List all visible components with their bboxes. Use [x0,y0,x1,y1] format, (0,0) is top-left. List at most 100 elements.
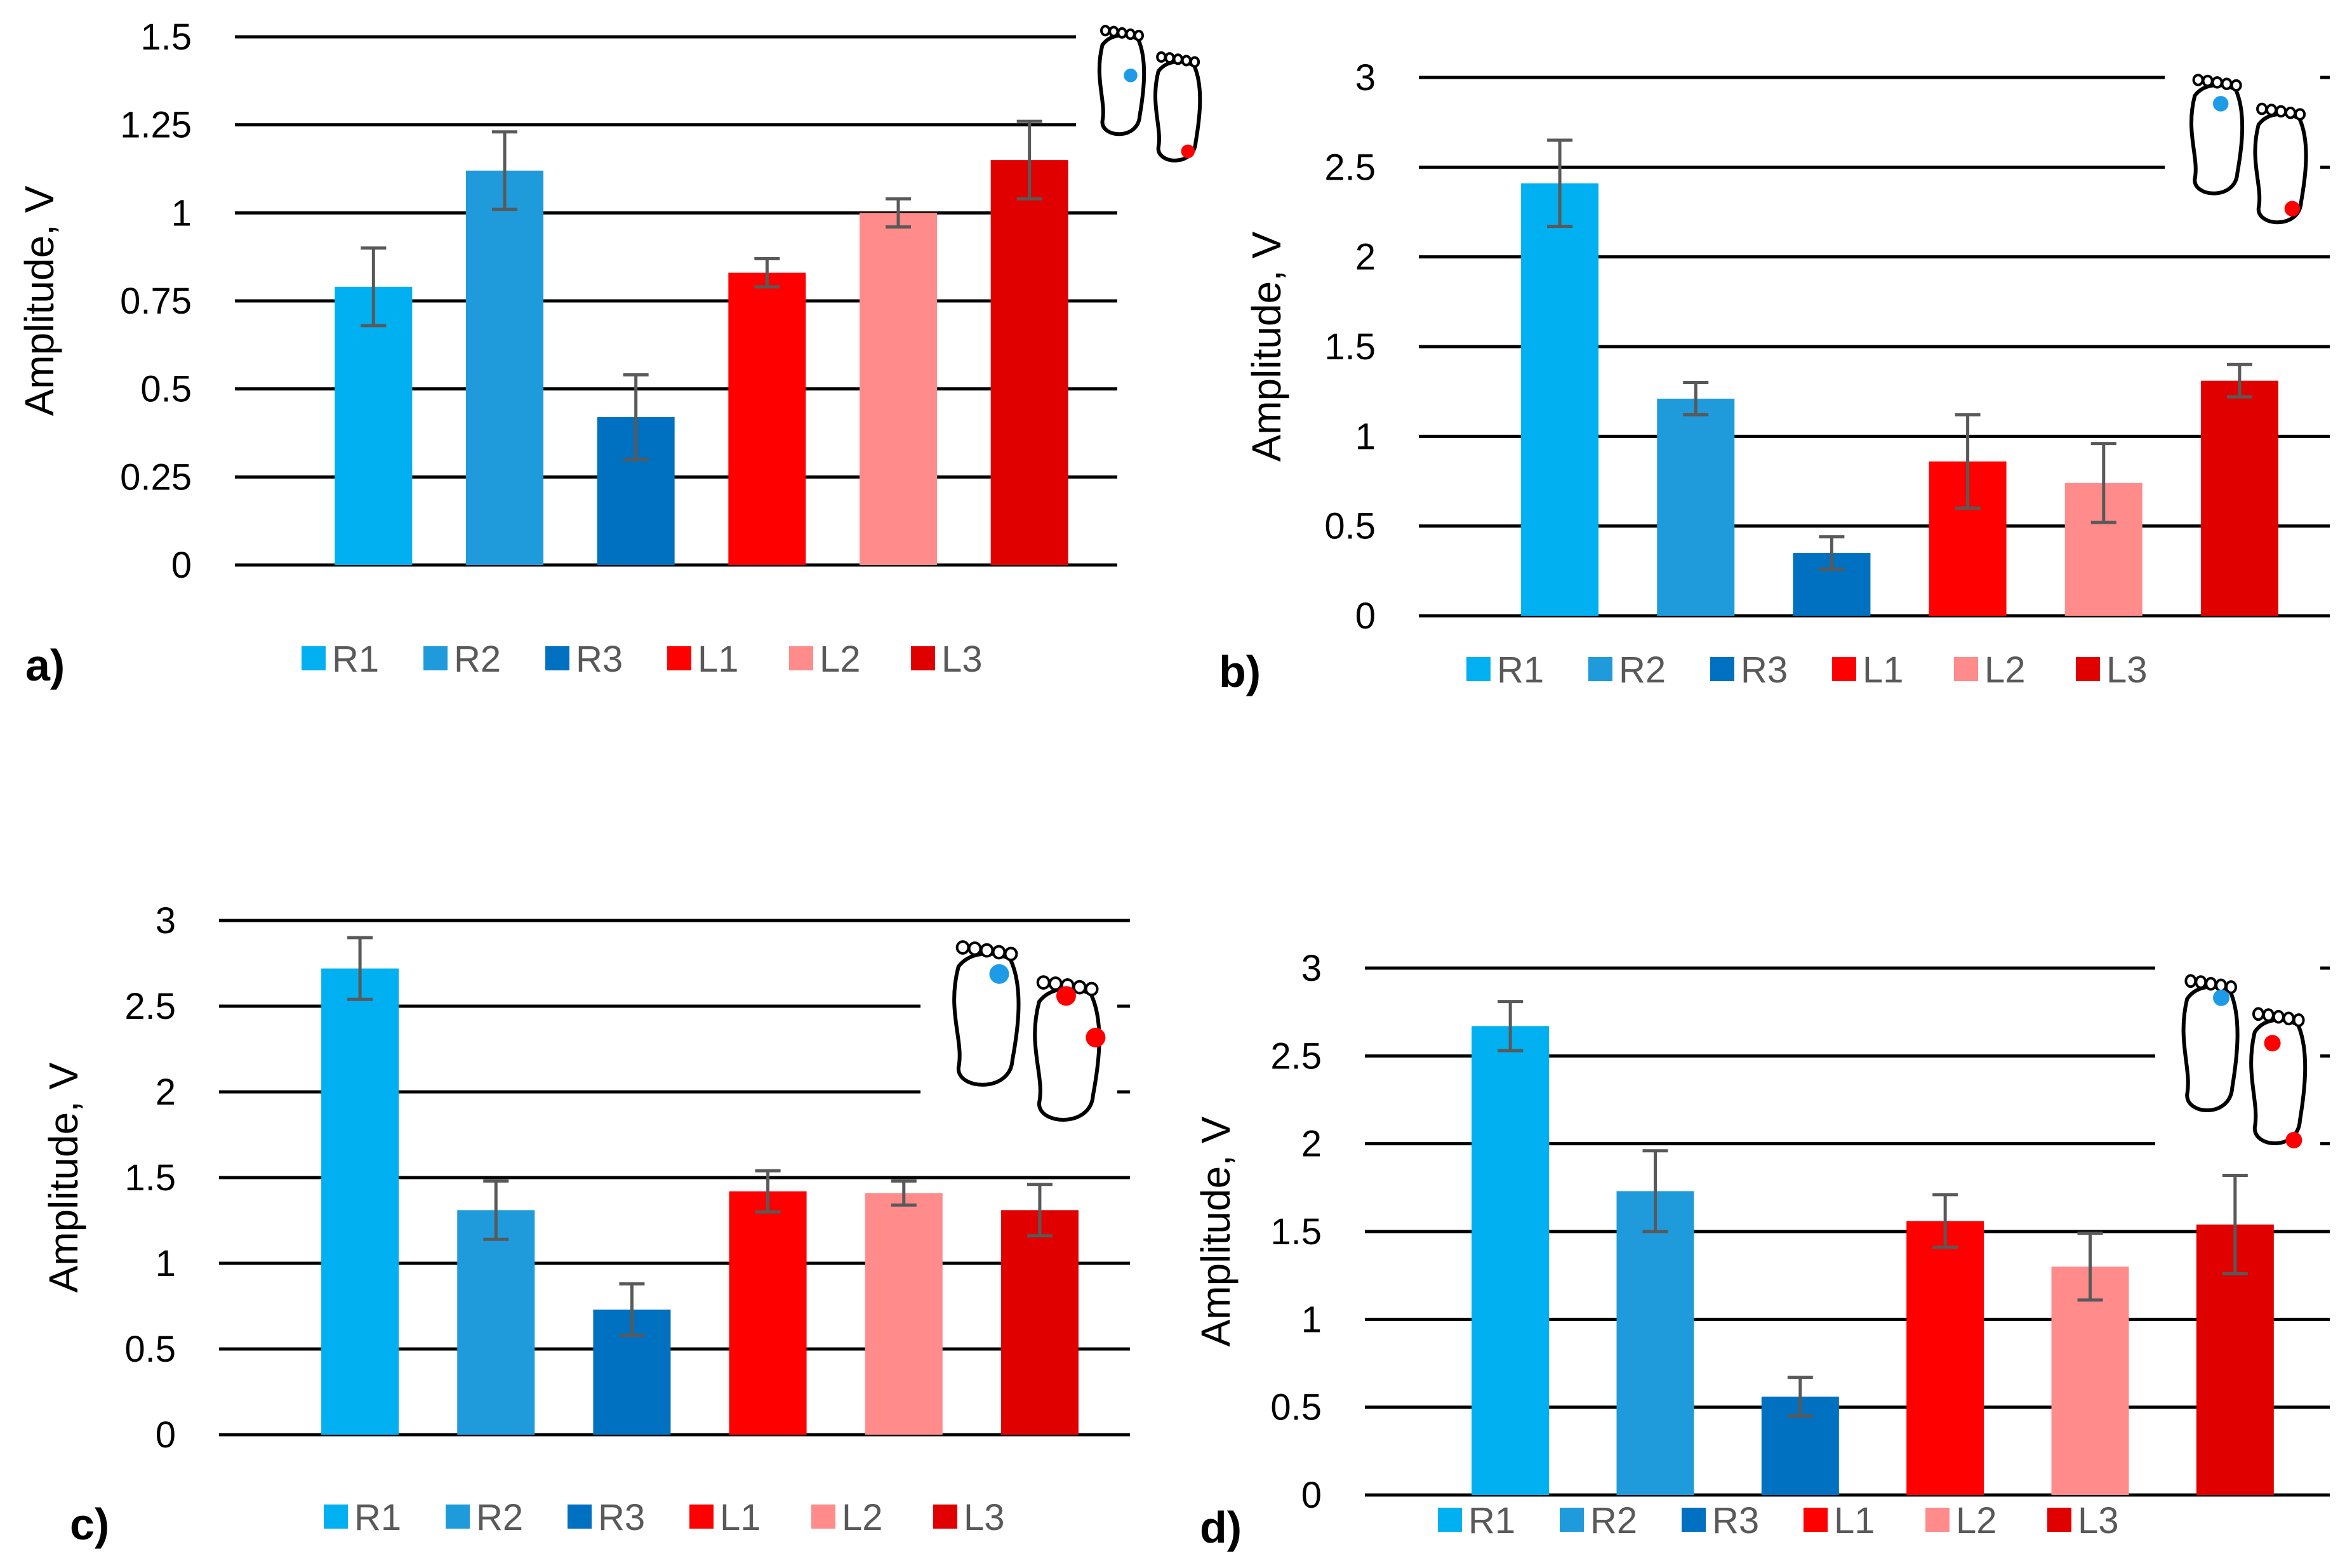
bar-L2 [865,1193,943,1435]
legend-label-R1: R1 [1497,649,1544,691]
bar-L2 [860,213,937,565]
legend-swatch-R1 [324,1505,348,1529]
legend-swatch-L1 [1804,1508,1828,1532]
toe-icon [2225,980,2237,994]
y-axis-label: Amplitude, V [1244,231,1289,462]
toe-icon [967,941,982,956]
legend-swatch-L1 [1832,657,1856,681]
bar-R1 [335,286,413,565]
bar-L1 [728,272,806,565]
legend-swatch-L1 [689,1505,714,1529]
legend-swatch-L2 [1954,657,1978,681]
left-sensor-dot [2284,201,2301,216]
y-tick-label: 0.5 [140,369,192,410]
left-foot-icon [1033,987,1101,1122]
legend-swatch-R2 [1588,657,1612,681]
bar-R1 [1472,1026,1550,1495]
legend-swatch-L2 [1925,1508,1950,1532]
chart-panel-b: 0 0.5 1 1.5 2 2.5 3 Amplitude, V R1 R2 R3 L1 L2 L3 b) [1219,57,2330,696]
legend-swatch-L3 [2047,1508,2071,1532]
legend-label-L3: L3 [964,1497,1005,1538]
legend-label-R1: R1 [354,1497,401,1538]
legend-label-L2: L2 [1984,649,2026,691]
error-bar-R2 [1683,381,1709,416]
legend-swatch-R3 [568,1505,592,1529]
legend-label-R1: R1 [332,639,379,680]
legend-label-L1: L1 [698,639,739,680]
chart-panel-a: 0 0.25 0.5 0.75 1 1.25 1.5 Amplitude, V R1 R2 R3 L1… [17,13,1213,690]
y-tick-label: 1 [156,1243,176,1284]
toe-icon [1036,975,1051,990]
toe-icon [1189,56,1200,68]
toe-icon [1125,28,1136,40]
toe-icon [2205,976,2217,991]
y-tick-label: 2.5 [1270,1035,1322,1077]
legend-label-L3: L3 [2106,649,2148,691]
legend-swatch-R1 [302,646,326,670]
legend-label-R3: R3 [576,639,623,680]
y-tick-label: 2.5 [1324,147,1376,188]
feet-icon [1076,13,1213,178]
y-tick-label: 1.25 [120,105,192,146]
error-bar-L3 [2222,1173,2248,1275]
error-bar-L2 [886,197,911,229]
panel-label: c) [70,1499,109,1549]
left-sensor-dot [2264,1035,2281,1052]
error-bar-L1 [1932,1193,1958,1249]
legend-swatch-R1 [1466,657,1491,681]
error-bar-L2 [2077,1232,2103,1302]
legend-label-R3: R3 [1712,1500,1759,1541]
legend-swatch-R3 [545,646,569,670]
legend: R1 R2 R3 L1 L2 L3 [1438,1500,2119,1541]
bar-L3 [1000,1210,1079,1435]
toe-icon [2256,102,2268,116]
legend-label-R2: R2 [476,1497,523,1538]
chart-panel-c: 0 0.5 1 1.5 2 2.5 3 Amplitude, V R1 R2 R3 L1 L2 L3 c) [41,900,1130,1549]
y-axis-label: Amplitude, V [1193,1116,1239,1346]
y-tick-label: 1.5 [1324,326,1376,368]
toe-icon [1072,980,1087,995]
toe-icon [1004,947,1018,962]
toe-icon [1164,52,1175,64]
toe-icon [2184,974,2197,988]
legend-swatch-R2 [1560,1508,1584,1532]
right-sensor-dot [2212,96,2229,112]
toe-icon [955,940,970,955]
toe-icon [2202,74,2214,88]
error-bar-R2 [1642,1149,1668,1233]
toe-icon [2230,79,2242,92]
toe-icon [2211,76,2223,89]
toe-icon [2272,1009,2285,1024]
toe-icon [2221,77,2233,90]
error-bar-R3 [1787,1376,1813,1418]
legend-swatch-L2 [811,1505,835,1529]
legend-label-R3: R3 [598,1497,645,1538]
y-tick-label: 0.5 [1324,506,1376,547]
toe-icon [1117,27,1127,39]
panel-label: b) [1219,647,1261,696]
legend-swatch-L3 [933,1505,957,1529]
toe-icon [1133,29,1145,42]
toe-icon [2215,978,2228,993]
y-tick-label: 0.5 [1270,1387,1322,1428]
toe-icon [2252,1007,2264,1021]
toe-icon [980,943,994,958]
legend-label-R2: R2 [454,639,501,680]
bar-R2 [457,1210,535,1435]
y-tick-label: 1.5 [1270,1211,1322,1252]
legend-label-R2: R2 [1619,649,1666,691]
legend-swatch-L3 [2076,657,2100,681]
error-bar-L2 [2090,442,2116,524]
y-tick-label: 1.5 [140,17,192,58]
left-sensor-dot [1086,1027,1106,1047]
toe-icon [2192,74,2204,86]
toe-icon [2266,103,2278,116]
y-tick-label: 2 [1301,1124,1322,1165]
right-sensor-dot [2213,989,2229,1006]
left-sensor-dot [1181,144,1195,159]
legend-label-L3: L3 [941,639,983,680]
legend-label-L1: L1 [720,1497,761,1538]
chart-panel-d: 0 0.5 1 1.5 2 2.5 3 Amplitude, V R1 R2 R3 L1 L2 L3 d) [1193,948,2330,1552]
error-bar-R1 [1498,1000,1524,1053]
